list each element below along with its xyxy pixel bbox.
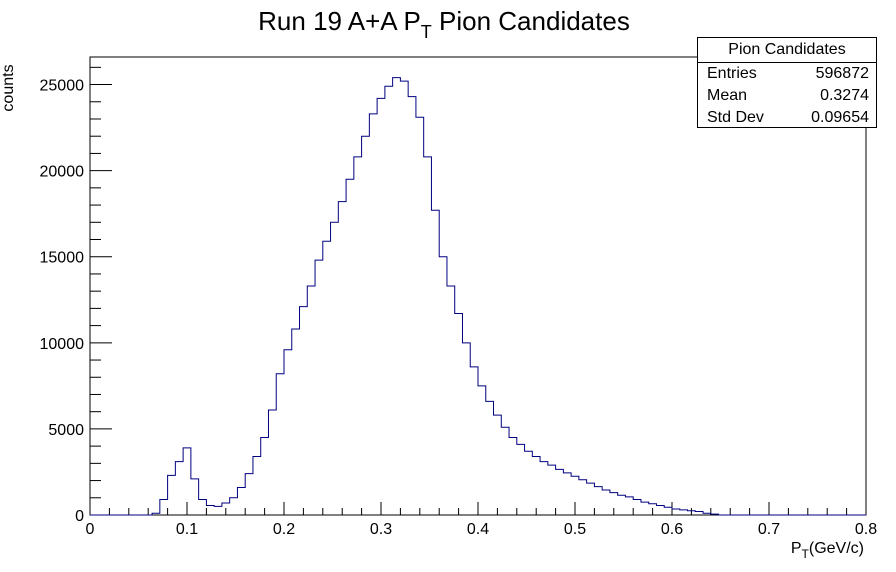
histogram-outline — [90, 77, 866, 516]
y-axis-label: counts — [0, 64, 17, 111]
stats-title: Pion Candidates — [698, 38, 876, 63]
x-tick-label: 0.3 — [370, 521, 392, 538]
x-tick-label: 0.5 — [564, 521, 586, 538]
stats-row-stddev: Std Dev 0.09654 — [698, 107, 876, 129]
stats-label-mean: Mean — [707, 87, 748, 104]
x-tick-label: 0.7 — [758, 521, 780, 538]
chart-title-main: Run 19 A+A P — [258, 6, 421, 36]
x-axis-label-rest: (GeV/c) — [809, 540, 864, 557]
stats-value-mean: 0.3274 — [820, 87, 869, 104]
stats-box: Pion Candidates Entries 596872 Mean 0.32… — [697, 37, 877, 128]
stats-label-entries: Entries — [707, 65, 757, 82]
x-axis-label: PT(GeV/c) — [791, 540, 864, 561]
y-tick-label: 0 — [75, 508, 84, 525]
chart-title: Run 19 A+A PT Pion Candidates — [258, 6, 630, 42]
stats-label-stddev: Std Dev — [707, 109, 764, 126]
stats-value-stddev: 0.09654 — [811, 109, 869, 126]
x-axis-label-sub: T — [802, 547, 810, 561]
x-tick-label: 0.2 — [273, 521, 295, 538]
y-tick-label: 10000 — [40, 336, 85, 353]
x-axis-label-main: P — [791, 540, 802, 557]
chart-title-rest: Pion Candidates — [432, 6, 630, 36]
x-tick-label: 0 — [86, 521, 95, 538]
chart-title-sub: T — [421, 22, 432, 42]
stats-row-entries: Entries 596872 — [698, 63, 876, 85]
histogram-series — [90, 77, 866, 516]
y-tick-label: 25000 — [40, 78, 85, 95]
x-tick-label: 0.6 — [661, 521, 683, 538]
y-tick-label: 5000 — [48, 422, 84, 439]
y-tick-label: 20000 — [40, 164, 85, 181]
axis-ticks: 0 0.1 0.2 0.3 0.4 0.5 0.6 0.7 0.8 0 5000 10000 15000… — [40, 66, 877, 538]
stats-row-mean: Mean 0.3274 — [698, 85, 876, 107]
x-tick-label: 0.1 — [176, 521, 198, 538]
y-tick-label: 15000 — [40, 250, 85, 267]
x-tick-label: 0.8 — [855, 521, 877, 538]
x-tick-label: 0.4 — [467, 521, 489, 538]
stats-value-entries: 596872 — [815, 65, 869, 82]
